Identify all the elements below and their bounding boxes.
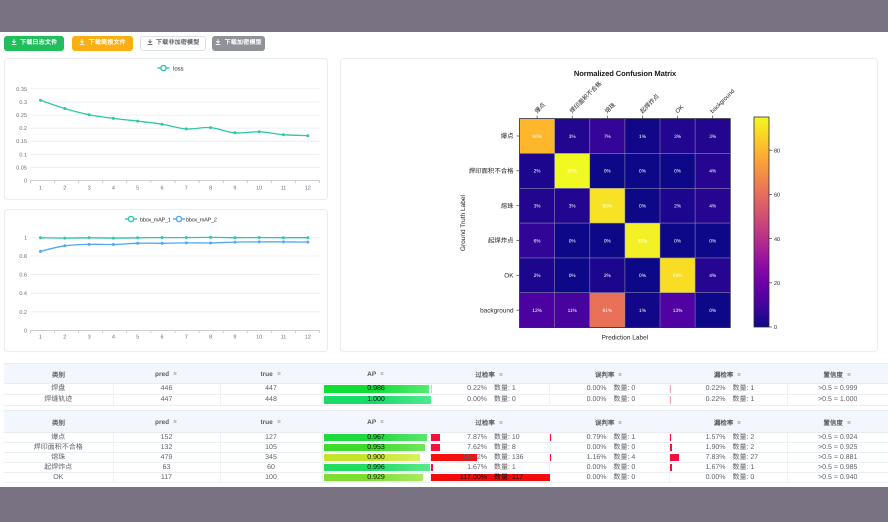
svg-text:3: 3 [88,186,91,192]
svg-text:0.3: 0.3 [19,100,27,106]
svg-text:80%: 80% [532,134,542,140]
svg-text:4%: 4% [709,273,717,279]
svg-text:3%: 3% [674,134,682,140]
svg-text:11: 11 [281,186,287,192]
svg-text:焊印面积不合格: 焊印面积不合格 [469,167,514,175]
svg-text:0: 0 [24,178,27,184]
svg-text:12%: 12% [532,308,542,314]
svg-text:bbox_mAP_2: bbox_mAP_2 [186,216,217,223]
svg-text:bbox_mAP_1: bbox_mAP_1 [140,216,171,223]
svg-text:20: 20 [774,281,780,287]
svg-text:background: background [480,307,514,314]
svg-text:6: 6 [160,335,163,341]
svg-text:12: 12 [305,335,311,341]
svg-text:OK: OK [504,273,514,280]
svg-text:爆点: 爆点 [533,101,547,115]
svg-text:2: 2 [63,186,66,192]
svg-text:2%: 2% [674,204,682,210]
svg-text:0%: 0% [639,204,647,210]
svg-text:0%: 0% [569,273,577,279]
svg-text:40: 40 [774,237,780,243]
svg-text:10: 10 [256,335,262,341]
svg-text:61%: 61% [602,308,612,314]
svg-text:3: 3 [88,335,91,341]
svg-text:熔珠: 熔珠 [603,101,617,115]
svg-text:2: 2 [63,335,66,341]
svg-text:9: 9 [233,186,236,192]
svg-text:0.1: 0.1 [19,152,27,158]
svg-text:0.25: 0.25 [16,113,27,119]
svg-text:10: 10 [256,186,262,192]
svg-text:Ground Truth Label: Ground Truth Label [460,195,467,252]
svg-text:89%: 89% [673,273,683,279]
svg-text:Normalized Confusion Matrix: Normalized Confusion Matrix [574,69,677,78]
svg-text:起焊炸点: 起焊炸点 [488,237,514,245]
svg-text:0%: 0% [674,169,682,175]
svg-text:焊印面积不合格: 焊印面积不合格 [568,80,603,115]
svg-text:80: 80 [774,148,780,154]
svg-text:0%: 0% [639,169,647,175]
svg-text:13%: 13% [673,308,683,314]
svg-text:loss: loss [173,65,184,72]
svg-text:0.05: 0.05 [16,165,27,171]
svg-text:0.4: 0.4 [19,291,27,297]
svg-text:0%: 0% [569,238,577,244]
svg-text:2%: 2% [534,169,542,175]
svg-text:12: 12 [305,186,311,192]
svg-text:6: 6 [160,186,163,192]
svg-text:7: 7 [185,186,188,192]
svg-text:7%: 7% [604,134,612,140]
svg-text:0%: 0% [709,238,717,244]
svg-text:1: 1 [24,235,27,241]
svg-text:2%: 2% [604,273,612,279]
svg-text:0%: 0% [604,238,612,244]
svg-text:4: 4 [112,335,115,341]
svg-text:起焊炸点: 起焊炸点 [638,92,661,115]
svg-text:爆点: 爆点 [501,132,514,140]
svg-text:4: 4 [112,186,115,192]
svg-text:0.2: 0.2 [19,126,27,132]
svg-text:9: 9 [233,335,236,341]
svg-text:3%: 3% [569,204,577,210]
svg-text:1%: 1% [639,134,647,140]
svg-text:0%: 0% [709,308,717,314]
svg-text:95%: 95% [567,169,577,175]
svg-text:1: 1 [39,335,42,341]
svg-text:0.35: 0.35 [16,87,27,93]
svg-text:0.6: 0.6 [19,273,27,279]
svg-text:熔珠: 熔珠 [501,202,514,210]
svg-text:5: 5 [136,335,139,341]
svg-text:8: 8 [209,186,212,192]
svg-text:0: 0 [774,325,777,331]
svg-text:0: 0 [24,328,27,334]
svg-text:6%: 6% [534,238,542,244]
svg-text:5: 5 [136,186,139,192]
svg-text:0%: 0% [639,273,647,279]
svg-text:3%: 3% [569,134,577,140]
svg-text:0%: 0% [604,169,612,175]
svg-text:OK: OK [674,104,685,115]
svg-text:90%: 90% [602,204,612,210]
svg-text:background: background [709,88,736,115]
svg-text:8: 8 [209,335,212,341]
svg-text:1: 1 [39,186,42,192]
svg-text:11: 11 [281,335,287,341]
svg-text:0.8: 0.8 [19,254,27,260]
svg-text:2%: 2% [534,273,542,279]
svg-text:Prediction Label: Prediction Label [602,335,649,342]
svg-text:4%: 4% [709,169,717,175]
svg-text:4%: 4% [709,204,717,210]
svg-text:7: 7 [185,335,188,341]
svg-text:3%: 3% [534,204,542,210]
svg-text:0.2: 0.2 [19,310,27,316]
svg-text:11%: 11% [568,308,578,314]
svg-text:60: 60 [774,193,780,199]
svg-text:93%: 93% [638,238,648,244]
svg-text:0.15: 0.15 [16,139,27,145]
svg-text:3%: 3% [709,134,717,140]
svg-text:0%: 0% [674,238,682,244]
svg-text:1%: 1% [639,308,647,314]
